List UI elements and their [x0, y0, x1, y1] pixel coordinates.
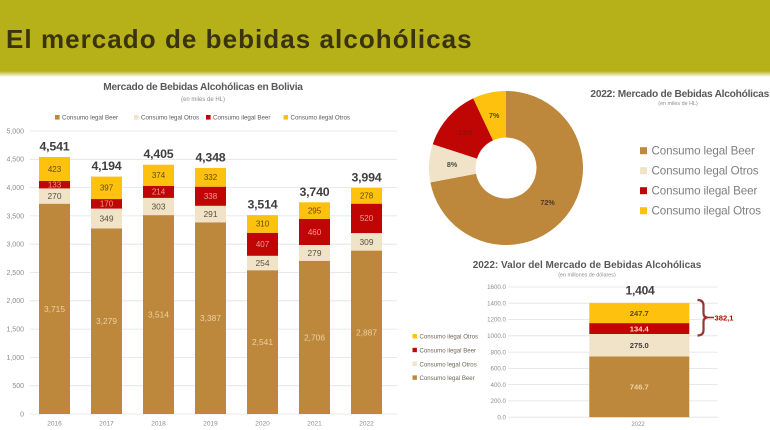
svg-text:1600.0: 1600.0 [487, 284, 506, 291]
svg-text:520: 520 [360, 214, 374, 223]
svg-text:133: 133 [48, 181, 62, 190]
svg-text:2,887: 2,887 [356, 327, 377, 337]
svg-text:Consumo ilegal Beer: Consumo ilegal Beer [213, 115, 270, 122]
svg-text:279: 279 [308, 248, 322, 258]
svg-text:295: 295 [308, 207, 322, 216]
svg-text:1,000: 1,000 [6, 355, 24, 362]
svg-text:338: 338 [204, 192, 218, 201]
svg-text:Consumo legal Otros: Consumo legal Otros [141, 115, 199, 122]
svg-text:3,000: 3,000 [6, 242, 24, 249]
svg-text:746.7: 746.7 [630, 383, 649, 392]
svg-text:Consumo ilegal Otros: Consumo ilegal Otros [652, 205, 762, 218]
svg-text:3,500: 3,500 [6, 213, 24, 220]
svg-text:1000.0: 1000.0 [487, 333, 506, 340]
svg-text:2,541: 2,541 [252, 337, 273, 347]
svg-text:(en miles de HL): (en miles de HL) [181, 97, 225, 103]
svg-text:2022: Valor del Mercado de Beb: 2022: Valor del Mercado de Bebidas Alcoh… [473, 260, 702, 271]
svg-text:4,500: 4,500 [6, 157, 24, 164]
svg-text:275.0: 275.0 [630, 341, 649, 350]
svg-text:407: 407 [256, 240, 270, 249]
svg-text:2,000: 2,000 [6, 298, 24, 305]
svg-text:3,740: 3,740 [299, 185, 329, 199]
svg-text:2,706: 2,706 [304, 332, 325, 342]
svg-text:800.0: 800.0 [491, 349, 507, 356]
svg-text:2016: 2016 [47, 421, 62, 428]
svg-text:Consumo ilegal Otros: Consumo ilegal Otros [420, 334, 479, 341]
svg-text:8%: 8% [447, 160, 458, 169]
svg-text:374: 374 [152, 171, 166, 180]
svg-text:2022: Mercado de Bebidas Alcoh: 2022: Mercado de Bebidas Alcohólicas [590, 89, 769, 100]
svg-text:Consumo ilegal Otros: Consumo ilegal Otros [291, 115, 351, 122]
svg-text:460: 460 [308, 228, 322, 237]
svg-text:Consumo legal Otros: Consumo legal Otros [420, 361, 477, 368]
svg-text:5,000: 5,000 [6, 128, 24, 135]
svg-text:2019: 2019 [203, 421, 218, 428]
svg-text:423: 423 [48, 165, 62, 174]
svg-text:0: 0 [20, 411, 24, 418]
svg-text:291: 291 [204, 209, 218, 219]
svg-text:1,500: 1,500 [6, 327, 24, 334]
svg-text:3,279: 3,279 [96, 316, 117, 326]
svg-text:4,405: 4,405 [143, 147, 173, 161]
svg-text:2020: 2020 [255, 421, 270, 428]
svg-text:382,1: 382,1 [715, 314, 735, 323]
svg-text:Consumo legal Beer: Consumo legal Beer [652, 145, 755, 158]
svg-text:2,500: 2,500 [6, 270, 24, 277]
svg-text:1200.0: 1200.0 [487, 317, 506, 324]
svg-text:4,541: 4,541 [39, 140, 69, 154]
svg-text:349: 349 [100, 214, 114, 224]
svg-text:254: 254 [256, 258, 270, 268]
svg-text:2017: 2017 [99, 421, 114, 428]
svg-text:309: 309 [360, 237, 374, 247]
svg-text:Consumo legal Beer: Consumo legal Beer [62, 115, 118, 122]
svg-text:303: 303 [152, 202, 166, 212]
svg-text:278: 278 [360, 192, 374, 201]
svg-text:500: 500 [12, 383, 24, 390]
svg-text:Consumo legal Beer: Consumo legal Beer [420, 375, 475, 382]
svg-text:2022: 2022 [631, 422, 645, 428]
svg-text:3,514: 3,514 [247, 198, 277, 212]
svg-text:214: 214 [152, 188, 166, 197]
svg-text:600.0: 600.0 [491, 366, 507, 373]
svg-text:134.4: 134.4 [630, 324, 650, 333]
svg-text:170: 170 [100, 200, 114, 209]
svg-text:1400.0: 1400.0 [487, 300, 506, 307]
svg-text:Consumo ilegal Beer: Consumo ilegal Beer [652, 185, 758, 198]
svg-text:72%: 72% [540, 198, 555, 207]
svg-text:4,194: 4,194 [91, 159, 121, 173]
svg-text:3,994: 3,994 [351, 170, 381, 184]
svg-text:7%: 7% [489, 111, 500, 120]
svg-text:397: 397 [100, 184, 114, 193]
svg-text:4,000: 4,000 [6, 185, 24, 192]
svg-text:2021: 2021 [307, 421, 322, 428]
svg-text:2022: 2022 [359, 421, 374, 428]
svg-text:310: 310 [256, 220, 270, 229]
svg-text:247.7: 247.7 [630, 309, 649, 318]
svg-text:270: 270 [48, 191, 62, 201]
svg-text:13%: 13% [458, 128, 473, 137]
svg-text:(en millones de dólares): (en millones de dólares) [558, 273, 616, 279]
svg-text:332: 332 [204, 173, 218, 182]
svg-text:4,348: 4,348 [195, 150, 225, 164]
svg-text:3,715: 3,715 [44, 304, 65, 314]
svg-text:200.0: 200.0 [491, 398, 507, 405]
svg-text:Consumo ilegal Beer: Consumo ilegal Beer [420, 348, 477, 355]
svg-text:(en miles de HL): (en miles de HL) [658, 101, 698, 107]
svg-text:1,404: 1,404 [625, 284, 655, 298]
svg-text:400.0: 400.0 [491, 382, 507, 389]
svg-text:Mercado de Bebidas Alcohólicas: Mercado de Bebidas Alcohólicas en Bolivi… [103, 82, 303, 93]
svg-text:2018: 2018 [151, 421, 166, 428]
svg-text:3,514: 3,514 [148, 310, 169, 320]
svg-text:Consumo legal Otros: Consumo legal Otros [652, 165, 759, 178]
svg-text:0.0: 0.0 [497, 414, 506, 421]
svg-text:3,387: 3,387 [200, 313, 221, 323]
